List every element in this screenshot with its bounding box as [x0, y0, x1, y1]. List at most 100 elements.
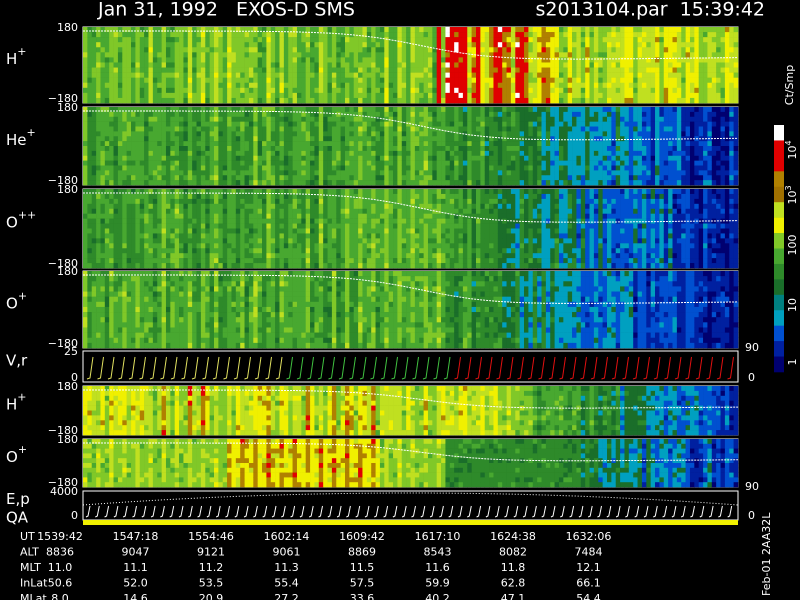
spectrogram-cell: [733, 165, 739, 171]
spectrogram-cell: [157, 223, 162, 229]
spectrogram-cell: [471, 165, 477, 171]
spectrogram-cell: [393, 37, 398, 43]
spectrogram-cell: [537, 62, 542, 68]
spectrogram-cell: [244, 47, 250, 53]
spectrogram-cell: [672, 141, 678, 147]
spectrogram-cell: [310, 155, 315, 161]
spectrogram-cell: [467, 146, 472, 152]
spectrogram-cell: [576, 165, 582, 171]
spectrogram-cell: [100, 208, 106, 214]
spectrogram-cell: [502, 111, 507, 118]
spectrogram-cell: [270, 150, 276, 157]
spectrogram-cell: [139, 170, 145, 176]
spectrogram-cell: [633, 160, 638, 166]
spectrogram-cell: [563, 52, 568, 58]
spectrogram-cell: [318, 107, 324, 113]
spectrogram-cell: [716, 87, 721, 94]
spectrogram-cell: [589, 47, 595, 53]
spectrogram-cell: [681, 121, 686, 127]
spectrogram-cell: [375, 82, 381, 89]
spectrogram-cell: [646, 116, 651, 122]
spectrogram-cell: [170, 165, 175, 171]
spectrogram-cell: [305, 47, 311, 53]
spectrogram-cell: [148, 67, 154, 73]
spectrogram-cell: [296, 136, 302, 142]
spectrogram-cell: [663, 42, 669, 48]
spectrogram-cell: [296, 42, 302, 48]
spectrogram-cell: [659, 97, 665, 104]
spectrogram-cell: [462, 42, 468, 48]
spectrogram-cell: [506, 150, 512, 157]
spectrogram-cell: [100, 77, 106, 84]
spectrogram-cell: [716, 62, 721, 68]
spectrogram-cell: [458, 57, 464, 63]
spectrogram-cell: [275, 111, 280, 118]
spectrogram-cell: [585, 175, 590, 181]
spectrogram-cell: [698, 92, 704, 99]
spectrogram-cell: [187, 32, 193, 38]
spectrogram-cell: [646, 37, 651, 43]
spectrogram-cell: [681, 107, 686, 113]
spectrogram-cell: [576, 92, 582, 99]
spectrogram-cell: [345, 175, 350, 181]
spectrogram-cell: [165, 82, 171, 89]
spectrogram-cell: [109, 67, 114, 73]
spectrogram-cell: [253, 136, 258, 142]
spectrogram-cell: [187, 87, 193, 94]
spectrogram-cell: [497, 42, 503, 48]
spectrogram-cell: [183, 27, 189, 33]
spectrogram-cell: [476, 155, 481, 161]
spectrogram-cell: [720, 52, 726, 58]
spectrogram-cell: [489, 47, 494, 53]
spectrogram-cell: [152, 67, 158, 73]
spectrogram-cell: [235, 111, 241, 118]
spectrogram-cell: [576, 42, 582, 48]
spectrogram-cell: [558, 67, 564, 73]
spectrogram-cell: [292, 107, 298, 113]
spectrogram-cell: [572, 116, 577, 122]
spectrogram-cell: [397, 52, 403, 58]
spectrogram-cell: [436, 180, 442, 186]
spectrogram-cell: [615, 121, 621, 127]
spectrogram-cell: [310, 52, 315, 58]
spectrogram-cell: [109, 203, 114, 210]
spectrogram-cell: [279, 92, 285, 99]
spectrogram-cell: [366, 47, 372, 53]
spectrogram-cell: [711, 165, 717, 171]
spectrogram-cell: [270, 27, 276, 33]
spectrogram-cell: [83, 111, 88, 118]
spectrogram-cell: [113, 97, 119, 104]
spectrogram-cell: [541, 97, 547, 104]
spectrogram-cell: [668, 116, 673, 122]
spectrogram-cell: [231, 155, 237, 161]
spectrogram-cell: [672, 111, 678, 118]
spectrogram-cell: [711, 141, 717, 147]
spectrogram-cell: [641, 180, 647, 186]
spectrogram-cell: [183, 160, 189, 166]
spectrogram-cell: [87, 189, 93, 195]
spectrogram-cell: [117, 263, 123, 269]
spectrogram-cell: [685, 87, 691, 94]
spectrogram-cell: [296, 77, 302, 84]
spectrogram-cell: [519, 180, 525, 186]
spectrogram-cell: [563, 27, 568, 33]
spectrogram-cell: [545, 57, 551, 63]
spectrogram-cell: [222, 92, 228, 99]
spectrogram-cell: [161, 203, 167, 210]
spectrogram-cell: [231, 92, 237, 99]
spectrogram-cell: [366, 160, 372, 166]
spectrogram-cell: [222, 42, 228, 48]
spectrogram-cell: [467, 160, 472, 166]
spectrogram-cell: [126, 208, 132, 214]
spectrogram-cell: [336, 72, 341, 78]
spectrogram-cell: [510, 42, 516, 48]
spectrogram-cell: [554, 82, 560, 89]
spectrogram-cell: [729, 111, 734, 118]
spectrogram-cell: [720, 141, 726, 147]
spectrogram-cell: [91, 37, 97, 43]
spectrogram-cell: [222, 47, 228, 53]
spectrogram-cell: [152, 82, 158, 89]
spectrogram-cell: [340, 131, 346, 137]
spectrogram-cell: [524, 72, 529, 78]
spectrogram-cell: [83, 67, 88, 73]
